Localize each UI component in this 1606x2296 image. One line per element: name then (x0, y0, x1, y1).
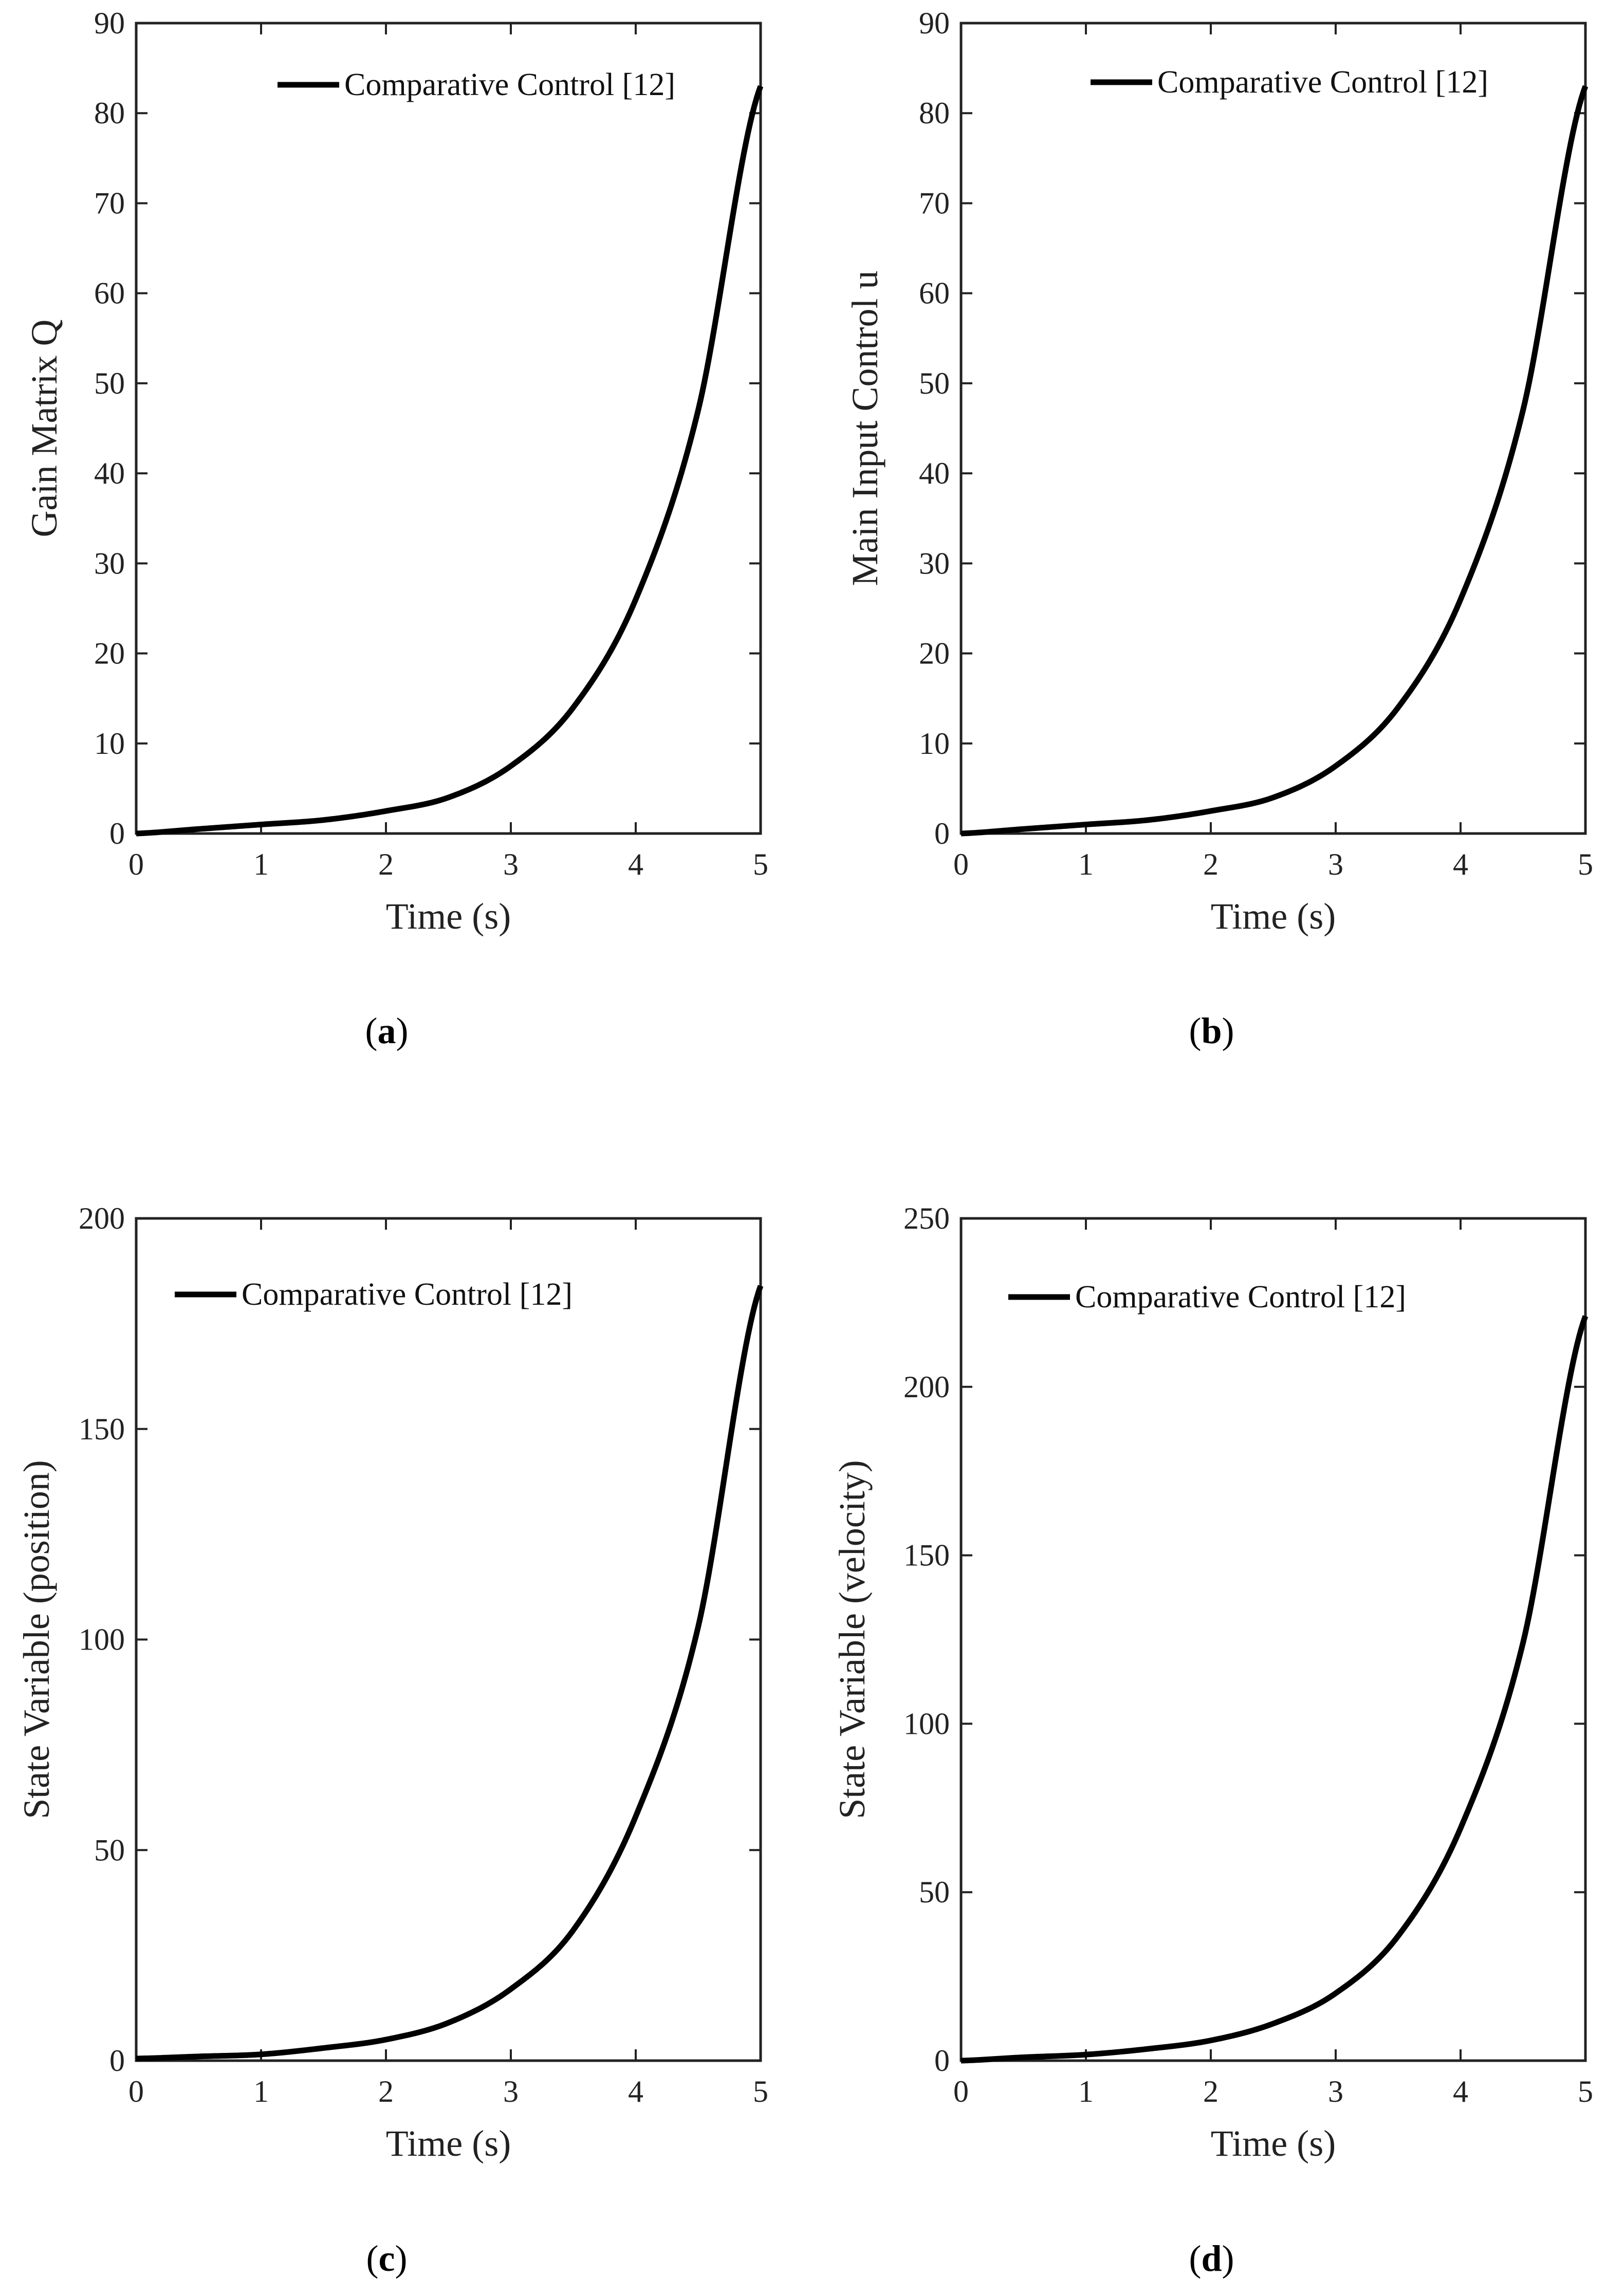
y-tick-label: 50 (919, 366, 950, 400)
series-line-comparative-control (960, 1315, 1589, 2064)
y-tick-label: 100 (903, 1707, 950, 1740)
y-axis-label: State Variable (position) (16, 1460, 57, 1819)
y-tick-label: 50 (94, 366, 125, 400)
x-tick-label: 4 (1453, 847, 1468, 881)
y-axis-label: Main Input Control u (844, 271, 885, 586)
x-tick-label: 5 (753, 847, 768, 881)
y-tick-label: 60 (919, 276, 950, 310)
x-tick-label: 5 (1578, 847, 1593, 881)
x-tick-label: 0 (953, 847, 969, 881)
y-tick-label: 50 (919, 1875, 950, 1909)
x-tick-label: 3 (1328, 2075, 1343, 2108)
x-tick-label: 2 (1203, 2075, 1219, 2108)
plot-frame-c (135, 1217, 762, 2062)
y-tick-label: 50 (94, 1833, 125, 1867)
x-tick-label: 3 (1328, 847, 1343, 881)
y-tick-label: 70 (919, 186, 950, 220)
x-tick-label: 4 (628, 847, 643, 881)
y-tick-label: 90 (94, 6, 125, 40)
y-tick-label: 200 (79, 1201, 125, 1235)
y-tick-label: 40 (919, 456, 950, 490)
plot-frame-b (959, 22, 1587, 835)
chart-panel-c: 0 1 2 3 4 5 0 50 100 150 200 Time (s) State Variable… (0, 1148, 803, 2296)
x-tick-label: 2 (378, 2075, 394, 2108)
y-tick-label: 250 (903, 1201, 950, 1235)
y-tick-label: 40 (94, 456, 125, 490)
y-tick-label: 0 (109, 2044, 125, 2078)
y-tick-label: 10 (919, 727, 950, 761)
legend-label: Comparative Control [12] (242, 1277, 573, 1312)
x-axis-label: Time (s) (1211, 2123, 1336, 2164)
chart-panel-a: 0 1 2 3 4 5 0 10 20 30 40 50 60 70 80 90 Time (s) Gain Ma… (0, 0, 803, 1148)
panel-caption: (b) (1189, 1010, 1234, 1051)
y-tick-label: 10 (94, 727, 125, 761)
y-tick-label: 200 (903, 1370, 950, 1404)
x-tick-label: 2 (1203, 847, 1219, 881)
x-tick-label: 5 (1578, 2075, 1593, 2108)
x-tick-label: 1 (253, 2075, 269, 2108)
series-line-comparative-control (135, 85, 764, 837)
x-tick-label: 4 (1453, 2075, 1468, 2108)
y-tick-label: 150 (903, 1539, 950, 1572)
x-tick-label: 0 (953, 2075, 969, 2108)
x-axis-label: Time (s) (386, 2123, 511, 2164)
y-tick-label: 20 (919, 637, 950, 671)
x-tick-label: 1 (1078, 847, 1094, 881)
legend-label: Comparative Control [12] (1157, 65, 1488, 100)
legend-label: Comparative Control [12] (344, 67, 675, 102)
y-tick-label: 150 (79, 1412, 125, 1446)
y-tick-label: 80 (919, 96, 950, 130)
chart-panel-d: 0 1 2 3 4 5 0 50 100 150 200 250 Time (s) State Varia… (803, 1148, 1606, 2296)
x-tick-label: 0 (128, 847, 144, 881)
panel-caption: (d) (1189, 2238, 1234, 2279)
y-axis-label: Gain Matrix Q (24, 320, 65, 538)
plot-frame-d (959, 1217, 1587, 2062)
y-tick-label: 20 (94, 637, 125, 671)
x-tick-label: 4 (628, 2075, 643, 2108)
x-tick-label: 1 (1078, 2075, 1094, 2108)
series-line-comparative-control (135, 1285, 764, 2062)
y-tick-label: 90 (919, 6, 950, 40)
legend-label: Comparative Control [12] (1075, 1280, 1406, 1314)
x-axis-label: Time (s) (386, 896, 511, 937)
y-axis-label: State Variable (velocity) (832, 1460, 873, 1819)
x-tick-label: 2 (378, 847, 394, 881)
x-axis-label: Time (s) (1211, 896, 1336, 937)
series-line-comparative-control (960, 85, 1589, 837)
x-tick-label: 0 (128, 2075, 144, 2108)
x-tick-label: 5 (753, 2075, 768, 2108)
y-tick-label: 30 (94, 546, 125, 580)
y-tick-label: 70 (94, 186, 125, 220)
x-tick-label: 1 (253, 847, 269, 881)
plot-frame-a (135, 22, 762, 835)
y-tick-label: 0 (109, 817, 125, 850)
x-tick-label: 3 (503, 2075, 519, 2108)
chart-panel-b: 0 1 2 3 4 5 0 10 20 30 40 50 60 70 80 90 Time (s) Main In… (803, 0, 1606, 1148)
x-tick-label: 3 (503, 847, 519, 881)
panel-caption: (c) (366, 2238, 408, 2279)
y-tick-label: 60 (94, 276, 125, 310)
y-tick-label: 80 (94, 96, 125, 130)
y-tick-label: 0 (934, 817, 950, 850)
y-tick-label: 100 (79, 1623, 125, 1657)
y-tick-label: 0 (934, 2044, 950, 2078)
panel-caption: (a) (365, 1010, 409, 1051)
y-tick-label: 30 (919, 546, 950, 580)
